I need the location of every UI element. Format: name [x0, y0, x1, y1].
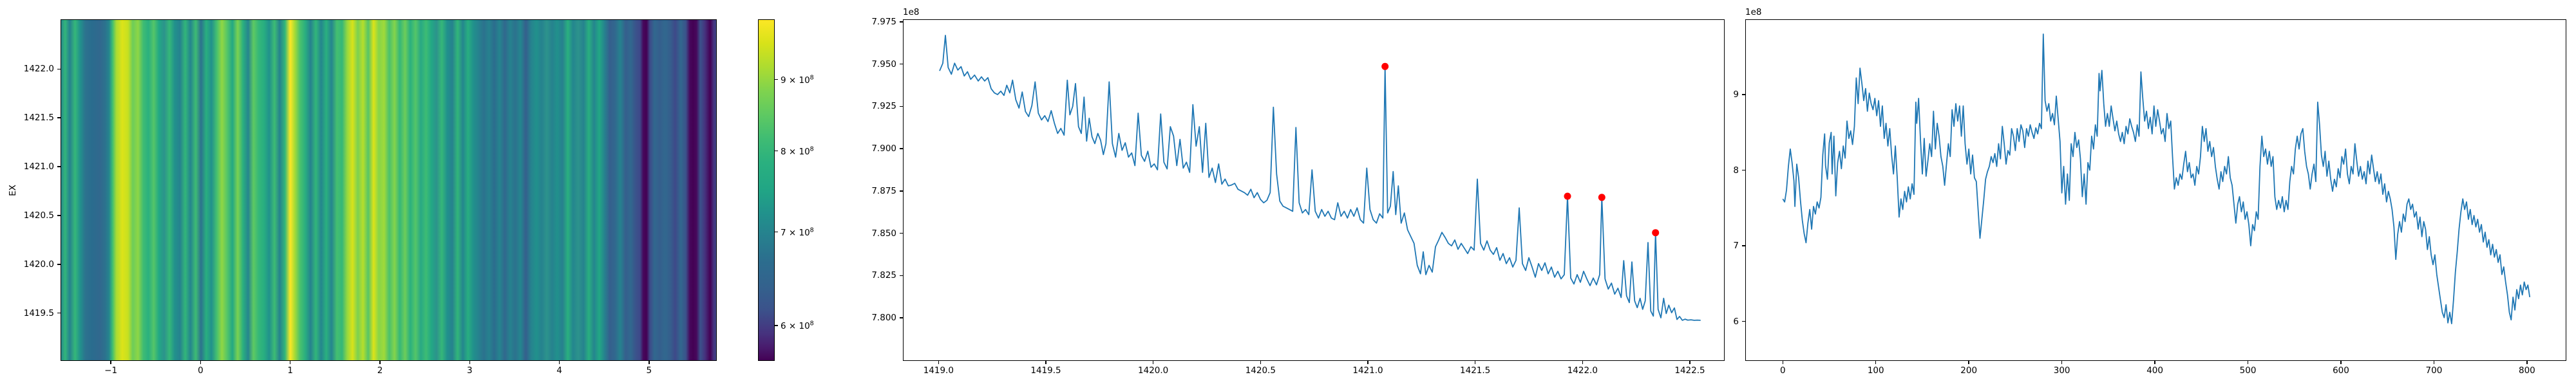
y-tick-mark — [57, 215, 61, 216]
y-tick-mark — [900, 232, 903, 234]
x-tick-mark — [379, 361, 381, 364]
y-tick-label: 7.850 — [871, 228, 896, 239]
y-tick-mark — [57, 166, 61, 167]
x-tick-label: 1422.5 — [1674, 365, 1705, 376]
x-tick-label: 300 — [2053, 365, 2070, 376]
y-tick-mark — [900, 190, 903, 192]
x-tick-label: 1419.5 — [1030, 365, 1061, 376]
x-tick-mark — [1582, 361, 1584, 364]
x-tick-mark — [2340, 361, 2342, 364]
x-tick-mark — [2154, 361, 2155, 364]
y-tick-label: 9 — [1733, 89, 1739, 100]
x-tick-label: 1421.0 — [1352, 365, 1383, 376]
y-tick-label: 7.900 — [871, 143, 896, 154]
spectrum-offset-label: 1e8 — [903, 7, 920, 17]
x-tick-mark — [1260, 361, 1262, 364]
y-tick-mark — [900, 106, 903, 107]
x-tick-mark — [1367, 361, 1368, 364]
x-tick-label: 100 — [1867, 365, 1884, 376]
y-tick-label: 1419.5 — [23, 308, 54, 318]
x-tick-label: 700 — [2425, 365, 2443, 376]
colorbar-tick-label: 9 × 108 — [781, 73, 814, 86]
y-tick-label: 7.925 — [871, 101, 896, 112]
peak-marker — [1381, 62, 1389, 70]
y-tick-label: 7.875 — [871, 185, 896, 196]
data-line — [939, 35, 1701, 321]
x-tick-label: 1419.0 — [923, 365, 954, 376]
x-tick-mark — [558, 361, 560, 364]
heatmap-image — [61, 19, 717, 361]
colorbar-tick-label: 8 × 108 — [781, 145, 814, 157]
x-tick-label: 4 — [556, 365, 562, 376]
x-tick-label: 1420.0 — [1138, 365, 1169, 376]
y-tick-label: 1422.0 — [23, 64, 54, 75]
x-tick-mark — [1968, 361, 1969, 364]
x-tick-label: 200 — [1960, 365, 1978, 376]
x-tick-label: 800 — [2519, 365, 2535, 376]
y-tick-label: 1421.5 — [23, 113, 54, 124]
x-tick-mark — [110, 361, 111, 364]
y-tick-label: 7.950 — [871, 59, 896, 69]
colorbar-tick-mark — [775, 78, 778, 80]
colorbar-tick-mark — [775, 325, 778, 326]
x-tick-label: 2 — [377, 365, 383, 376]
x-tick-mark — [469, 361, 470, 364]
colorbar-tick-label: 7 × 108 — [781, 226, 814, 238]
y-tick-label: 7.825 — [871, 270, 896, 281]
y-tick-mark — [1742, 245, 1745, 246]
x-tick-mark — [2061, 361, 2063, 364]
timeseries-line-plot — [1782, 33, 2531, 325]
x-tick-label: −1 — [104, 365, 118, 376]
x-tick-label: 1422.0 — [1567, 365, 1598, 376]
y-tick-mark — [57, 117, 61, 118]
y-tick-label: 7.800 — [871, 312, 896, 323]
x-tick-mark — [1875, 361, 1877, 364]
x-tick-mark — [200, 361, 202, 364]
x-tick-label: 3 — [466, 365, 473, 376]
timeseries-offset-label: 1e8 — [1745, 7, 1762, 17]
colorbar-gradient — [758, 19, 775, 361]
peak-marker — [1564, 192, 1571, 200]
x-tick-label: 1 — [287, 365, 293, 376]
peak-marker — [1598, 194, 1605, 201]
x-tick-label: 400 — [2146, 365, 2163, 376]
y-tick-label: 6 — [1733, 316, 1739, 327]
y-tick-label: 7.975 — [871, 16, 896, 27]
x-tick-mark — [938, 361, 940, 364]
colorbar-tick-label: 6 × 108 — [781, 320, 814, 331]
x-tick-label: 500 — [2239, 365, 2257, 376]
y-tick-mark — [1742, 94, 1745, 95]
y-tick-mark — [900, 21, 903, 23]
peak-marker — [1652, 229, 1660, 237]
y-tick-mark — [900, 275, 903, 276]
x-tick-label: 1420.5 — [1245, 365, 1276, 376]
y-tick-mark — [900, 148, 903, 149]
x-tick-label: 5 — [646, 365, 652, 376]
x-tick-label: 0 — [198, 365, 204, 376]
spectrum-line-plot — [939, 35, 1701, 321]
x-tick-label: 1421.5 — [1460, 365, 1491, 376]
x-tick-label: 600 — [2333, 365, 2349, 376]
x-tick-label: 0 — [1780, 365, 1786, 376]
y-tick-label: 7 — [1733, 241, 1739, 252]
x-tick-mark — [1045, 361, 1046, 364]
x-tick-mark — [1689, 361, 1690, 364]
y-tick-label: 8 — [1733, 165, 1739, 176]
heatmap-ylabel: EX — [8, 185, 18, 196]
y-tick-label: 1420.0 — [23, 259, 54, 270]
x-tick-mark — [2526, 361, 2528, 364]
y-tick-label: 1421.0 — [23, 161, 54, 172]
y-tick-label: 1420.5 — [23, 210, 54, 221]
data-line — [1782, 33, 2531, 325]
y-tick-mark — [1742, 320, 1745, 322]
y-tick-mark — [900, 317, 903, 318]
